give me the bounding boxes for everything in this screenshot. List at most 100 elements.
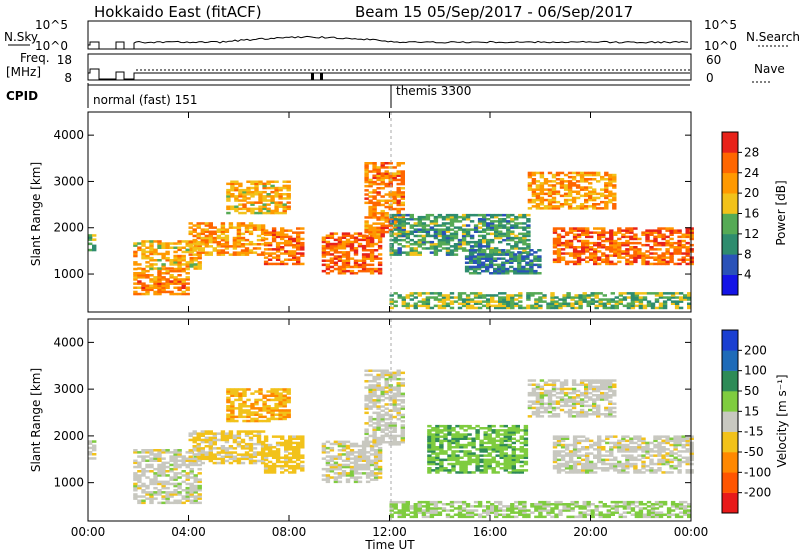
echo-cell [518, 240, 523, 244]
echo-cell [502, 238, 507, 242]
echo-cell [596, 410, 601, 414]
echo-cell [230, 388, 235, 391]
echo-cell [689, 262, 694, 266]
echo-cell [475, 460, 480, 464]
echo-cell [585, 462, 590, 466]
echo-cell [396, 212, 401, 215]
echo-cell [650, 304, 656, 308]
echo-cell [274, 190, 279, 194]
echo-cell [522, 232, 527, 236]
echo-cell [396, 443, 401, 446]
echo-cell [246, 201, 251, 204]
echo-cell [296, 452, 301, 455]
echo-cell [503, 435, 508, 438]
echo-cell [345, 261, 351, 264]
echo-cell [173, 254, 178, 258]
echo-cell [196, 240, 201, 244]
echo-cell [555, 171, 561, 175]
echo-cell [604, 196, 609, 200]
echo-cell [292, 256, 297, 259]
echo-cell [133, 461, 138, 465]
echo-cell [177, 449, 182, 452]
echo-cell [196, 226, 201, 229]
echo-cell [433, 249, 439, 252]
echo-cell [353, 470, 359, 473]
echo-cell [200, 434, 205, 437]
echo-cell [581, 464, 586, 468]
echo-cell [248, 436, 254, 440]
echo-cell [522, 228, 527, 231]
echo-cell [161, 284, 166, 287]
echo-cell [254, 390, 259, 393]
echo-cell [526, 298, 531, 301]
echo-cell [377, 269, 383, 273]
echo-cell [396, 170, 401, 173]
echo-cell [325, 251, 331, 254]
echo-cell [197, 501, 202, 505]
echo-cell [534, 306, 539, 310]
echo-cell [592, 205, 597, 208]
echo-cell [445, 228, 451, 231]
echo-cell [506, 213, 511, 217]
echo-cell [468, 255, 474, 258]
echo-cell [486, 306, 491, 310]
echo-cell [405, 245, 410, 248]
echo-cell [445, 294, 451, 297]
echo-cell [240, 438, 246, 442]
echo-cell [579, 391, 585, 395]
echo-cell [177, 265, 182, 268]
echo-cell [409, 247, 414, 250]
echo-cell [212, 230, 217, 233]
echo-cell [629, 454, 634, 457]
echo-cell [400, 195, 405, 198]
echo-cell [185, 263, 190, 266]
echo-cell [685, 241, 690, 245]
echo-cell [497, 253, 502, 256]
echo-cell [417, 253, 422, 256]
echo-cell [258, 205, 263, 208]
echo-cell [234, 419, 239, 423]
echo-cell [576, 435, 582, 438]
echo-cell [653, 437, 658, 440]
echo-cell [246, 186, 251, 190]
echo-cell [216, 245, 221, 248]
echo-cell [393, 224, 398, 227]
echo-cell [431, 460, 436, 464]
echo-cell [153, 267, 158, 270]
echo-cell [593, 243, 598, 247]
echo-cell [477, 222, 483, 225]
echo-cell [551, 400, 557, 403]
echo-cell [486, 224, 491, 227]
echo-cell [282, 402, 287, 406]
echo-cell [388, 443, 393, 446]
echo-cell [236, 459, 242, 463]
echo-cell [431, 437, 436, 440]
echo-cell [400, 182, 405, 186]
echo-cell [240, 236, 246, 240]
echo-cell [592, 188, 597, 191]
echo-cell [609, 462, 614, 466]
echo-cell [669, 258, 674, 261]
echo-cell [510, 226, 515, 229]
echo-cell [388, 218, 393, 221]
echo-cell [621, 437, 626, 440]
echo-cell [278, 205, 283, 208]
echo-cell [585, 256, 590, 259]
echo-cell [361, 249, 367, 252]
echo-cell [376, 377, 381, 381]
echo-cell [204, 240, 209, 244]
echo-cell [538, 304, 543, 308]
echo-cell [400, 401, 405, 404]
echo-cell [669, 260, 674, 264]
echo-cell [505, 259, 510, 262]
echo-cell [337, 255, 343, 258]
echo-cell [683, 296, 688, 299]
echo-cell [621, 462, 626, 466]
echo-cell [469, 300, 475, 303]
echo-cell [685, 254, 690, 257]
echo-cell [455, 446, 460, 449]
echo-cell [617, 448, 622, 451]
echo-cell [547, 207, 553, 210]
echo-cell [425, 234, 431, 238]
echo-cell [449, 253, 455, 256]
